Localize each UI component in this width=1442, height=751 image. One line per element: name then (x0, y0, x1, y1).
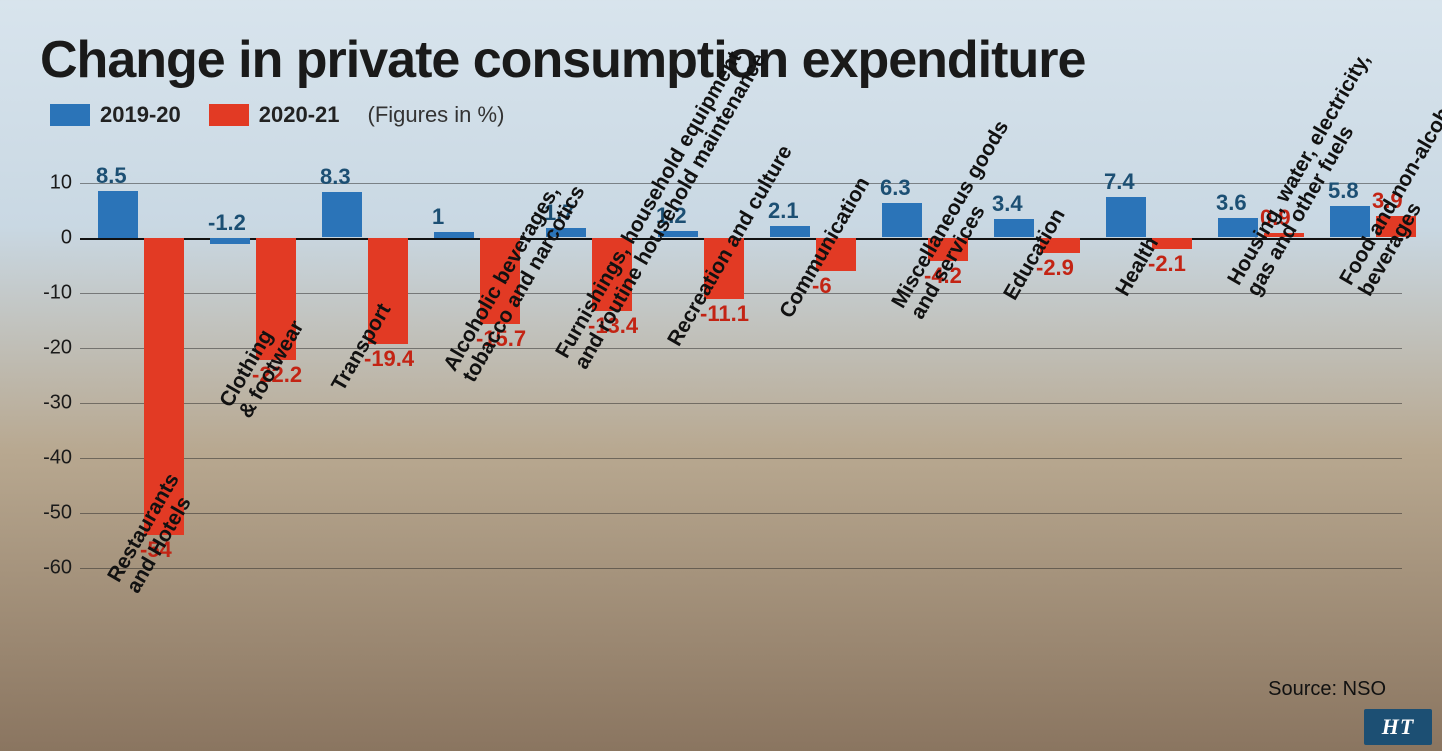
legend-item-a: 2019-20 (50, 102, 181, 128)
bar-group: 3.4-2.9 (994, 155, 1080, 595)
legend-label-b: 2020-21 (259, 102, 340, 128)
chart-card: Change in private consumption expenditur… (20, 20, 1422, 731)
legend-swatch-a (50, 104, 90, 126)
legend-swatch-b (209, 104, 249, 126)
bar (434, 232, 474, 238)
source-text: Source: NSO (1268, 678, 1386, 701)
bar (210, 238, 250, 245)
y-tick: -10 (43, 281, 72, 304)
y-tick: -60 (43, 556, 72, 579)
bar-value-label: 1 (432, 204, 444, 230)
legend-item-b: 2020-21 (209, 102, 340, 128)
y-tick: -20 (43, 336, 72, 359)
plot-area: 8.5-54-1.2-22.28.3-19.41-15.71.7-13.41.2… (80, 155, 1402, 595)
y-axis: 10 0 -10 -20 -30 -40 -50 -60 (20, 155, 80, 595)
bar-value-label: 8.5 (96, 163, 127, 189)
bar (1106, 197, 1146, 238)
bar (994, 219, 1034, 238)
y-tick: -50 (43, 501, 72, 524)
bar-value-label: -1.2 (208, 210, 246, 236)
y-tick: 0 (61, 226, 72, 249)
bar (98, 191, 138, 238)
bar (322, 192, 362, 238)
bar (770, 226, 810, 238)
bar-value-label: 6.3 (880, 175, 911, 201)
legend-note: (Figures in %) (368, 102, 505, 128)
bar-value-label: 8.3 (320, 164, 351, 190)
y-tick: 10 (50, 171, 72, 194)
bar-value-label: 2.1 (768, 198, 799, 224)
bar-value-label: 5.8 (1328, 178, 1359, 204)
y-tick: -40 (43, 446, 72, 469)
bar-group: 7.4-2.1 (1106, 155, 1192, 595)
bar-value-label: 7.4 (1104, 169, 1135, 195)
legend-label-a: 2019-20 (100, 102, 181, 128)
bar (882, 203, 922, 238)
bar-value-label: 3.6 (1216, 190, 1247, 216)
publisher-logo: HT (1364, 709, 1432, 745)
y-tick: -30 (43, 391, 72, 414)
